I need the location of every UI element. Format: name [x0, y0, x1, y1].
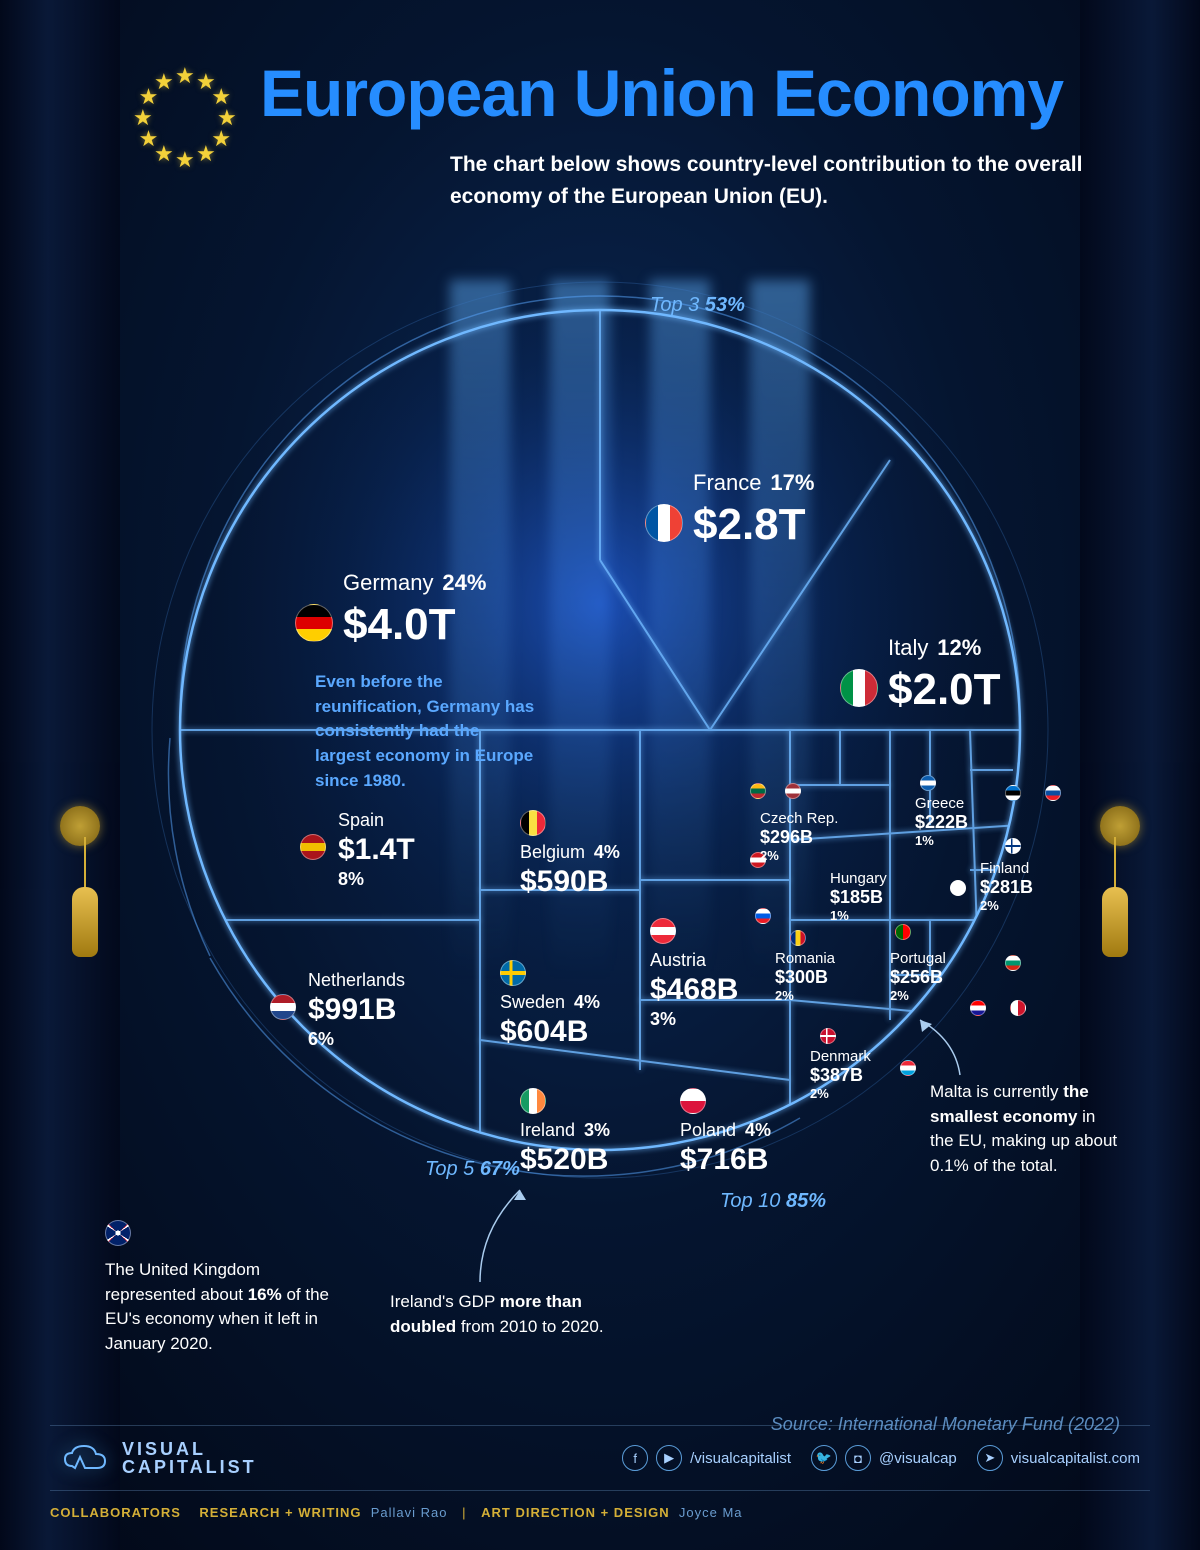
country-sweden: Sweden 4%$604B [500, 960, 600, 1049]
vc-cloud-icon [60, 1441, 110, 1476]
greece-f-flag-icon [920, 775, 936, 791]
bulgaria-flag-icon [1005, 955, 1021, 971]
estonia-flag-icon [1005, 785, 1021, 801]
romania-f-flag-icon [790, 930, 806, 946]
country-portugal: Portugal$256B2% [890, 950, 946, 1003]
web-icon[interactable]: ➤ [977, 1445, 1003, 1471]
country-italy: Italy 12% $2.0T [840, 635, 1001, 715]
country-czech: Czech Rep.$296B2% [760, 810, 838, 863]
country-hungary: Hungary$185B1% [830, 870, 887, 923]
brand-logo: VISUAL CAPITALIST [60, 1440, 257, 1476]
eu-stars-icon: ★★★★★★★★★★★★ [130, 60, 240, 170]
malta-flag-icon [1010, 1000, 1026, 1016]
fb-handle: /visualcapitalist [690, 1450, 791, 1467]
page-title: European Union Economy [260, 55, 1120, 131]
slovakia-flag-icon [1045, 785, 1061, 801]
slovenia-flag-icon [755, 908, 771, 924]
tw-handle: @visualcap [879, 1450, 957, 1467]
uk-flag-icon [105, 1220, 131, 1246]
italy-flag-icon [840, 669, 878, 707]
lithuania-flag-icon [750, 783, 766, 799]
country-austria: Austria$468B3% [650, 918, 738, 1030]
germany-note: Even before the reunification, Germany h… [315, 670, 535, 793]
country-belgium: Belgium 4%$590B [520, 810, 620, 899]
country-greece: Greece$222B1% [915, 795, 968, 848]
malta-text: Malta is currently the smallest economy … [930, 1082, 1117, 1175]
brand-top: VISUAL [122, 1440, 257, 1458]
malta-callout: Malta is currently the smallest economy … [930, 1080, 1120, 1179]
instagram-icon[interactable]: ◘ [845, 1445, 871, 1471]
country-spain: Spain$1.4T8% [300, 810, 415, 890]
france-flag-icon [645, 504, 683, 542]
germany-flag-icon [295, 604, 333, 642]
youtube-icon[interactable]: ▶ [656, 1445, 682, 1471]
country-romania: Romania$300B2% [775, 950, 835, 1003]
luxembourg-flag-icon [900, 1060, 916, 1076]
ring-label: Top 3 53% [650, 294, 745, 317]
tassel-right [1100, 837, 1130, 957]
curtain-left [0, 0, 120, 1550]
collaborators: COLLABORATORS RESEARCH + WRITING Pallavi… [50, 1505, 1150, 1520]
country-denmark: Denmark$387B2% [810, 1048, 871, 1101]
spain-flag-icon [300, 834, 326, 860]
country-france: France 17% $2.8T [645, 470, 814, 550]
country-finland: Finland$281B2% [980, 860, 1033, 913]
header: ★★★★★★★★★★★★ European Union Economy The … [130, 55, 1120, 212]
ireland-text: Ireland's GDP more than doubled from 201… [390, 1292, 604, 1336]
country-netherlands: Netherlands$991B6% [270, 970, 405, 1050]
poland-flag-icon [680, 1088, 706, 1114]
belgium-flag-icon [520, 810, 546, 836]
voronoi-chart: Top 3 53%Top 5 67%Top 10 85% Germany 24%… [150, 280, 1050, 1180]
web-url: visualcapitalist.com [1011, 1450, 1140, 1467]
ring-label: Top 5 67% [425, 1158, 520, 1181]
portugal-f-flag-icon [895, 924, 911, 940]
country-ireland: Ireland 3%$520B [520, 1088, 610, 1177]
ireland-callout: Ireland's GDP more than doubled from 201… [390, 1290, 630, 1339]
tassel-left [70, 837, 100, 957]
country-poland: Poland 4%$716B [680, 1088, 771, 1177]
uk-text: The United Kingdom represented about 16%… [105, 1260, 329, 1353]
social-links: f ▶ /visualcapitalist 🐦 ◘ @visualcap ➤ v… [622, 1445, 1140, 1471]
footer: VISUAL CAPITALIST f ▶ /visualcapitalist … [50, 1411, 1150, 1520]
sweden-flag-icon [500, 960, 526, 986]
country-germany: Germany 24% $4.0T [295, 570, 486, 650]
twitter-icon[interactable]: 🐦 [811, 1445, 837, 1471]
uk-callout: The United Kingdom represented about 16%… [105, 1220, 335, 1357]
austria-flag-icon [650, 918, 676, 944]
brand-bot: CAPITALIST [122, 1458, 257, 1476]
curtain-right [1080, 0, 1200, 1550]
page-subtitle: The chart below shows country-level cont… [450, 149, 1120, 212]
ring-label: Top 10 85% [720, 1190, 826, 1213]
denmark-f-flag-icon [820, 1028, 836, 1044]
ireland-flag-icon [520, 1088, 546, 1114]
netherlands-flag-icon [270, 994, 296, 1020]
cyprus-flag-icon [950, 880, 966, 896]
latvia-flag-icon [785, 783, 801, 799]
facebook-icon[interactable]: f [622, 1445, 648, 1471]
croatia-flag-icon [970, 1000, 986, 1016]
finland-f-flag-icon [1005, 838, 1021, 854]
